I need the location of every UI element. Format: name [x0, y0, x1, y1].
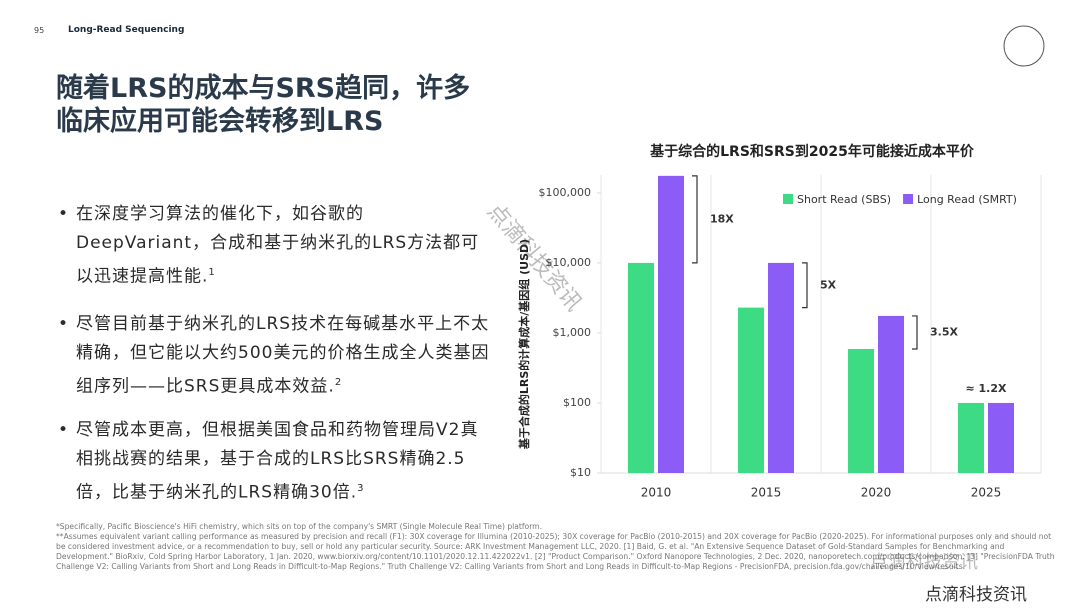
annotation: 5X: [820, 278, 837, 291]
legend-swatch: [783, 194, 793, 204]
footnotes: *Specifically, Pacific Bioscience's HiFi…: [56, 522, 1056, 572]
page-number: 95: [34, 26, 45, 35]
bar: [738, 307, 764, 473]
bar: [848, 348, 874, 473]
bullet-text: 在深度学习算法的催化下，如谷歌的DeepVariant，合成和基于纳米孔的LRS…: [76, 204, 480, 287]
y-tick-label: $100: [563, 396, 591, 409]
footnote: *Specifically, Pacific Bioscience's HiFi…: [56, 522, 542, 531]
bar: [628, 262, 654, 473]
chart-title: 基于综合的LRS和SRS到2025年可能接近成本平价: [650, 143, 975, 160]
legend-label: Long Read (SMRT): [917, 193, 1017, 206]
annotation: 18X: [710, 212, 734, 225]
annotation: ≈ 1.2X: [965, 382, 1007, 395]
section-title: Long-Read Sequencing: [68, 25, 185, 35]
bar: [658, 175, 684, 473]
slide-title: 随着LRS的成本与SRS趋同，许多临床应用可能会转移到LRS: [56, 73, 471, 137]
bar: [768, 262, 794, 473]
watermark: 点滴科技资讯: [870, 552, 978, 573]
logo: [1003, 25, 1045, 67]
bracket: [692, 175, 698, 264]
y-tick-label: $1,000: [553, 326, 592, 339]
x-tick-label: 2020: [861, 486, 892, 500]
footnote: **Assumes equivalent variant calling per…: [56, 532, 1055, 571]
bullet: 尽管成本更高，但根据美国食品和药物管理局V2真相挑战赛的结果，基于合成的LRS比…: [58, 416, 491, 508]
bar: [988, 402, 1014, 473]
note-ref: 2: [334, 377, 343, 388]
legend-label: Short Read (SBS): [797, 193, 891, 206]
bullet: 尽管目前基于纳米孔的LRS技术在每碱基水平上不太精确，但它能以大约500美元的价…: [58, 310, 491, 402]
bullet-text: 尽管成本更高，但根据美国食品和药物管理局V2真相挑战赛的结果，基于合成的LRS比…: [76, 420, 479, 503]
watermark: 点滴科技资讯: [925, 585, 1027, 605]
y-tick-label: $100,000: [539, 186, 592, 199]
y-tick-label: $10: [570, 466, 591, 479]
note-ref: 1: [208, 267, 216, 278]
bracket: [802, 262, 808, 309]
note-ref: 3: [357, 483, 365, 494]
y-tick-label: $10,000: [546, 256, 592, 269]
x-tick-label: 2025: [971, 486, 1002, 500]
bracket: [912, 315, 918, 350]
bar: [958, 402, 984, 473]
x-tick-label: 2010: [641, 486, 672, 500]
bullet: 在深度学习算法的催化下，如谷歌的DeepVariant，合成和基于纳米孔的LRS…: [58, 200, 491, 292]
legend-swatch: [903, 194, 914, 204]
bullet-text: 尽管目前基于纳米孔的LRS技术在每碱基水平上不太精确，但它能以大约500美元的价…: [76, 314, 490, 397]
y-axis-label: 基于合成的LRS的计算成本/基因组 (USD): [517, 239, 531, 450]
annotation: 3.5X: [930, 325, 958, 338]
bar: [878, 315, 904, 473]
x-tick-label: 2015: [751, 486, 782, 500]
